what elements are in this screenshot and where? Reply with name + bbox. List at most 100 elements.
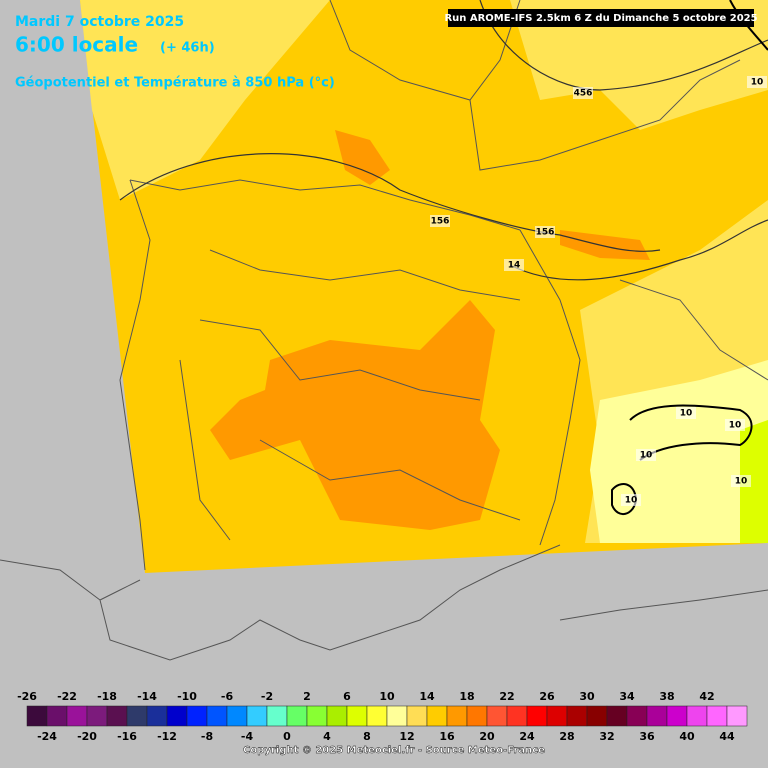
legend-swatch <box>86 705 108 727</box>
legend-label: -4 <box>241 730 254 743</box>
legend-swatch <box>546 705 568 727</box>
legend-swatch <box>366 705 388 727</box>
hot-zone <box>560 230 650 260</box>
border <box>259 439 521 521</box>
legend-label: -10 <box>177 690 197 703</box>
legend-swatch <box>26 705 48 727</box>
contour-label: 456 <box>574 89 593 99</box>
contour-label: 10 <box>735 477 748 487</box>
legend-swatch <box>306 705 328 727</box>
contour-label: 10 <box>640 451 653 461</box>
contour-line <box>479 0 768 91</box>
legend-label: 28 <box>559 730 574 743</box>
legend-label: -22 <box>57 690 77 703</box>
legend-label: -20 <box>77 730 97 743</box>
legend-swatch <box>446 705 468 727</box>
border <box>619 279 768 381</box>
legend-label: 18 <box>459 690 474 703</box>
border <box>329 0 521 101</box>
contour-label-bg <box>731 475 751 487</box>
legend-label: 2 <box>303 690 311 703</box>
contour-label: 10 <box>625 496 638 506</box>
legend-swatch <box>146 705 168 727</box>
legend: -26 -22 -18 -14 -10 -6 -2 2 6 10 14 18 22 26 30 34 38 42-… <box>17 690 748 743</box>
legend-label: 26 <box>539 690 555 703</box>
contour-label: 156 <box>431 217 450 227</box>
contour-label-bg <box>636 449 656 461</box>
legend-label: -8 <box>201 730 213 743</box>
legend-swatch <box>626 705 648 727</box>
legend-swatch <box>486 705 508 727</box>
legend-label: 34 <box>619 690 635 703</box>
run-info-box <box>448 9 754 27</box>
contour-label-bg <box>430 215 450 227</box>
legend-swatch <box>66 705 88 727</box>
legend-label: 4 <box>323 730 331 743</box>
legend-swatch <box>246 705 268 727</box>
coastline <box>559 589 768 621</box>
lead-time: (+ 46h) <box>160 41 215 56</box>
legend-swatch <box>506 705 528 727</box>
coastline <box>0 544 561 661</box>
cool-zone <box>740 420 768 543</box>
contour-line <box>509 219 768 281</box>
pale-zone <box>510 0 768 130</box>
legend-swatch <box>266 705 288 727</box>
copyright: Copyright © 2025 Meteociel.fr - Source M… <box>243 745 545 756</box>
coast-outline <box>729 0 768 51</box>
date: Mardi 7 octobre 2025 <box>15 14 184 30</box>
legend-label: -24 <box>37 730 57 743</box>
contour-label-bg <box>504 259 524 271</box>
legend-label: 44 <box>719 730 735 743</box>
legend-label: 6 <box>343 690 351 703</box>
legend-label: 20 <box>479 730 495 743</box>
field-name: Géopotentiel et Température à 850 hPa (°… <box>15 76 335 91</box>
contour-label: 14 <box>508 261 521 271</box>
legend-swatch <box>166 705 188 727</box>
legend-label: -6 <box>221 690 234 703</box>
contours <box>119 0 768 281</box>
legend-swatch <box>206 705 228 727</box>
contour-label-bg <box>573 87 593 99</box>
legend-swatch <box>406 705 428 727</box>
legend-label: 16 <box>439 730 455 743</box>
legend-swatch <box>646 705 668 727</box>
legend-label: -14 <box>137 690 157 703</box>
time: 6:00 locale <box>15 33 138 57</box>
legend-label: 30 <box>579 690 595 703</box>
legend-swatch <box>566 705 588 727</box>
contour-label-bg <box>676 407 696 419</box>
legend-label: 38 <box>659 690 674 703</box>
contour-line <box>119 153 661 252</box>
contour-label-bg <box>725 419 745 431</box>
legend-swatch <box>186 705 208 727</box>
border <box>209 249 521 301</box>
contour-label-bg <box>621 494 641 506</box>
legend-label: 40 <box>679 730 695 743</box>
hot-zone <box>335 130 390 185</box>
legend-swatch <box>46 705 68 727</box>
island-outline <box>629 404 753 461</box>
legend-swatch <box>106 705 128 727</box>
legend-label: 12 <box>399 730 414 743</box>
legend-label: 8 <box>363 730 371 743</box>
legend-label: 22 <box>499 690 514 703</box>
legend-label: 36 <box>639 730 655 743</box>
legend-swatch <box>726 705 748 727</box>
legend-swatch <box>666 705 688 727</box>
contour-label: 10 <box>680 409 693 419</box>
legend-label: 42 <box>699 690 714 703</box>
legend-swatch <box>426 705 448 727</box>
legend-label: -18 <box>97 690 117 703</box>
contour-label: 10 <box>729 421 742 431</box>
border <box>179 359 231 541</box>
contour-label: 10 <box>751 78 764 88</box>
legend-label: 10 <box>379 690 395 703</box>
legend-label: -12 <box>157 730 177 743</box>
legend-label: 32 <box>599 730 614 743</box>
contour-label: 156 <box>536 228 555 238</box>
coastline <box>119 179 151 571</box>
legend-label: -26 <box>17 690 37 703</box>
legend-swatch <box>686 705 708 727</box>
